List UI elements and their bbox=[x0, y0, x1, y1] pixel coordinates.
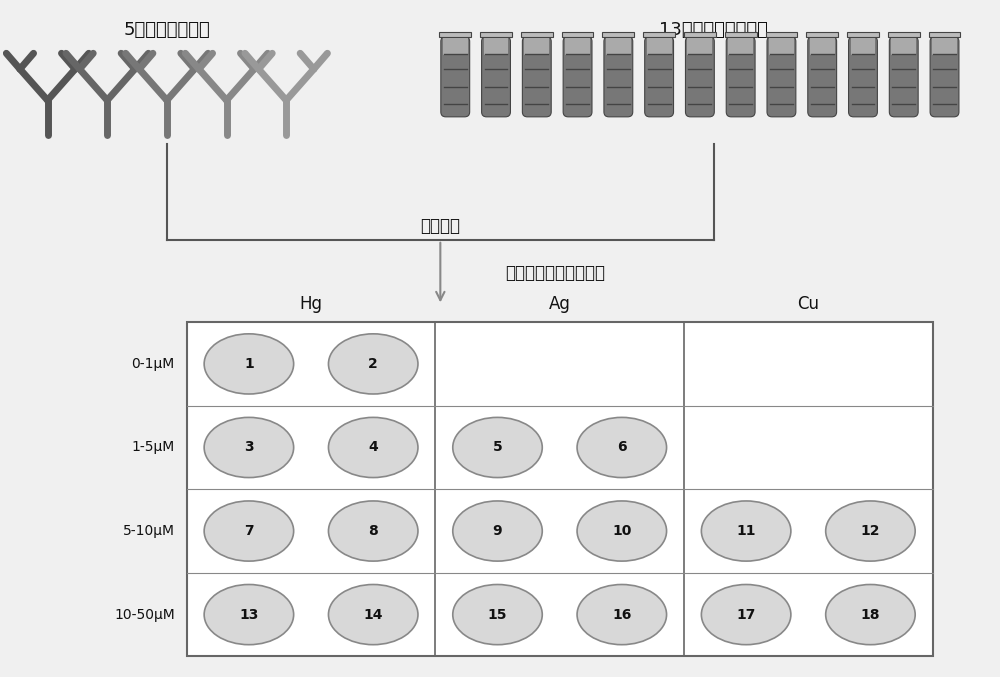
Ellipse shape bbox=[577, 584, 667, 645]
Bar bbox=[810, 39, 835, 56]
Bar bbox=[647, 39, 672, 56]
Bar bbox=[891, 39, 916, 56]
Text: 2: 2 bbox=[368, 357, 378, 371]
Text: 8: 8 bbox=[368, 524, 378, 538]
Text: Ag: Ag bbox=[549, 295, 571, 313]
FancyBboxPatch shape bbox=[726, 37, 755, 117]
Bar bbox=[847, 32, 879, 37]
Bar bbox=[484, 39, 508, 56]
Text: 1-5μM: 1-5μM bbox=[132, 441, 175, 454]
Text: 6: 6 bbox=[617, 441, 627, 454]
Text: 滤纸上印刷，构造阵列: 滤纸上印刷，构造阵列 bbox=[505, 263, 605, 282]
Text: 3: 3 bbox=[244, 441, 254, 454]
Bar bbox=[565, 39, 590, 56]
Text: 10-50μM: 10-50μM bbox=[114, 607, 175, 621]
Ellipse shape bbox=[328, 334, 418, 394]
Bar bbox=[524, 39, 549, 56]
Bar bbox=[725, 32, 757, 37]
Text: 12: 12 bbox=[861, 524, 880, 538]
FancyBboxPatch shape bbox=[522, 37, 551, 117]
Bar bbox=[769, 39, 794, 56]
Bar bbox=[929, 32, 960, 37]
Text: Cu: Cu bbox=[797, 295, 819, 313]
Bar bbox=[806, 32, 838, 37]
Text: 13种不同的固定配方: 13种不同的固定配方 bbox=[659, 20, 768, 39]
Bar bbox=[606, 39, 631, 56]
Text: 15: 15 bbox=[488, 607, 507, 621]
FancyBboxPatch shape bbox=[441, 37, 470, 117]
Bar bbox=[684, 32, 716, 37]
Ellipse shape bbox=[701, 501, 791, 561]
Ellipse shape bbox=[826, 584, 915, 645]
Text: 16: 16 bbox=[612, 607, 632, 621]
Ellipse shape bbox=[328, 501, 418, 561]
Ellipse shape bbox=[453, 501, 542, 561]
Text: 搭配组合: 搭配组合 bbox=[420, 217, 460, 235]
FancyBboxPatch shape bbox=[889, 37, 918, 117]
FancyBboxPatch shape bbox=[563, 37, 592, 117]
Bar bbox=[687, 39, 712, 56]
Bar bbox=[888, 32, 920, 37]
Bar bbox=[521, 32, 553, 37]
Bar bbox=[480, 32, 512, 37]
FancyBboxPatch shape bbox=[767, 37, 796, 117]
Ellipse shape bbox=[577, 501, 667, 561]
Bar bbox=[439, 32, 471, 37]
Text: 13: 13 bbox=[239, 607, 259, 621]
Text: 18: 18 bbox=[861, 607, 880, 621]
FancyBboxPatch shape bbox=[808, 37, 837, 117]
Ellipse shape bbox=[328, 584, 418, 645]
Ellipse shape bbox=[826, 501, 915, 561]
Ellipse shape bbox=[204, 584, 294, 645]
Bar bbox=[766, 32, 797, 37]
Text: 5: 5 bbox=[493, 441, 502, 454]
Text: 17: 17 bbox=[736, 607, 756, 621]
Ellipse shape bbox=[204, 501, 294, 561]
Ellipse shape bbox=[328, 418, 418, 477]
Ellipse shape bbox=[204, 334, 294, 394]
Text: 0-1μM: 0-1μM bbox=[132, 357, 175, 371]
Text: 14: 14 bbox=[363, 607, 383, 621]
FancyBboxPatch shape bbox=[604, 37, 633, 117]
Ellipse shape bbox=[453, 584, 542, 645]
Ellipse shape bbox=[577, 418, 667, 477]
Bar bbox=[932, 39, 957, 56]
Text: 11: 11 bbox=[736, 524, 756, 538]
Text: 9: 9 bbox=[493, 524, 502, 538]
Bar bbox=[851, 39, 875, 56]
Text: 10: 10 bbox=[612, 524, 632, 538]
Text: Hg: Hg bbox=[300, 295, 323, 313]
Bar bbox=[643, 32, 675, 37]
Bar bbox=[187, 322, 933, 657]
Text: 5-10μM: 5-10μM bbox=[123, 524, 175, 538]
FancyBboxPatch shape bbox=[685, 37, 714, 117]
Ellipse shape bbox=[204, 418, 294, 477]
Text: 5种不同的指示剂: 5种不同的指示剂 bbox=[123, 20, 210, 39]
Bar bbox=[728, 39, 753, 56]
FancyBboxPatch shape bbox=[849, 37, 877, 117]
FancyBboxPatch shape bbox=[930, 37, 959, 117]
FancyBboxPatch shape bbox=[482, 37, 510, 117]
Text: 7: 7 bbox=[244, 524, 254, 538]
Bar bbox=[443, 39, 468, 56]
Text: 4: 4 bbox=[368, 441, 378, 454]
FancyBboxPatch shape bbox=[645, 37, 674, 117]
Bar bbox=[562, 32, 593, 37]
Bar bbox=[602, 32, 634, 37]
Text: 1: 1 bbox=[244, 357, 254, 371]
Ellipse shape bbox=[453, 418, 542, 477]
Ellipse shape bbox=[701, 584, 791, 645]
